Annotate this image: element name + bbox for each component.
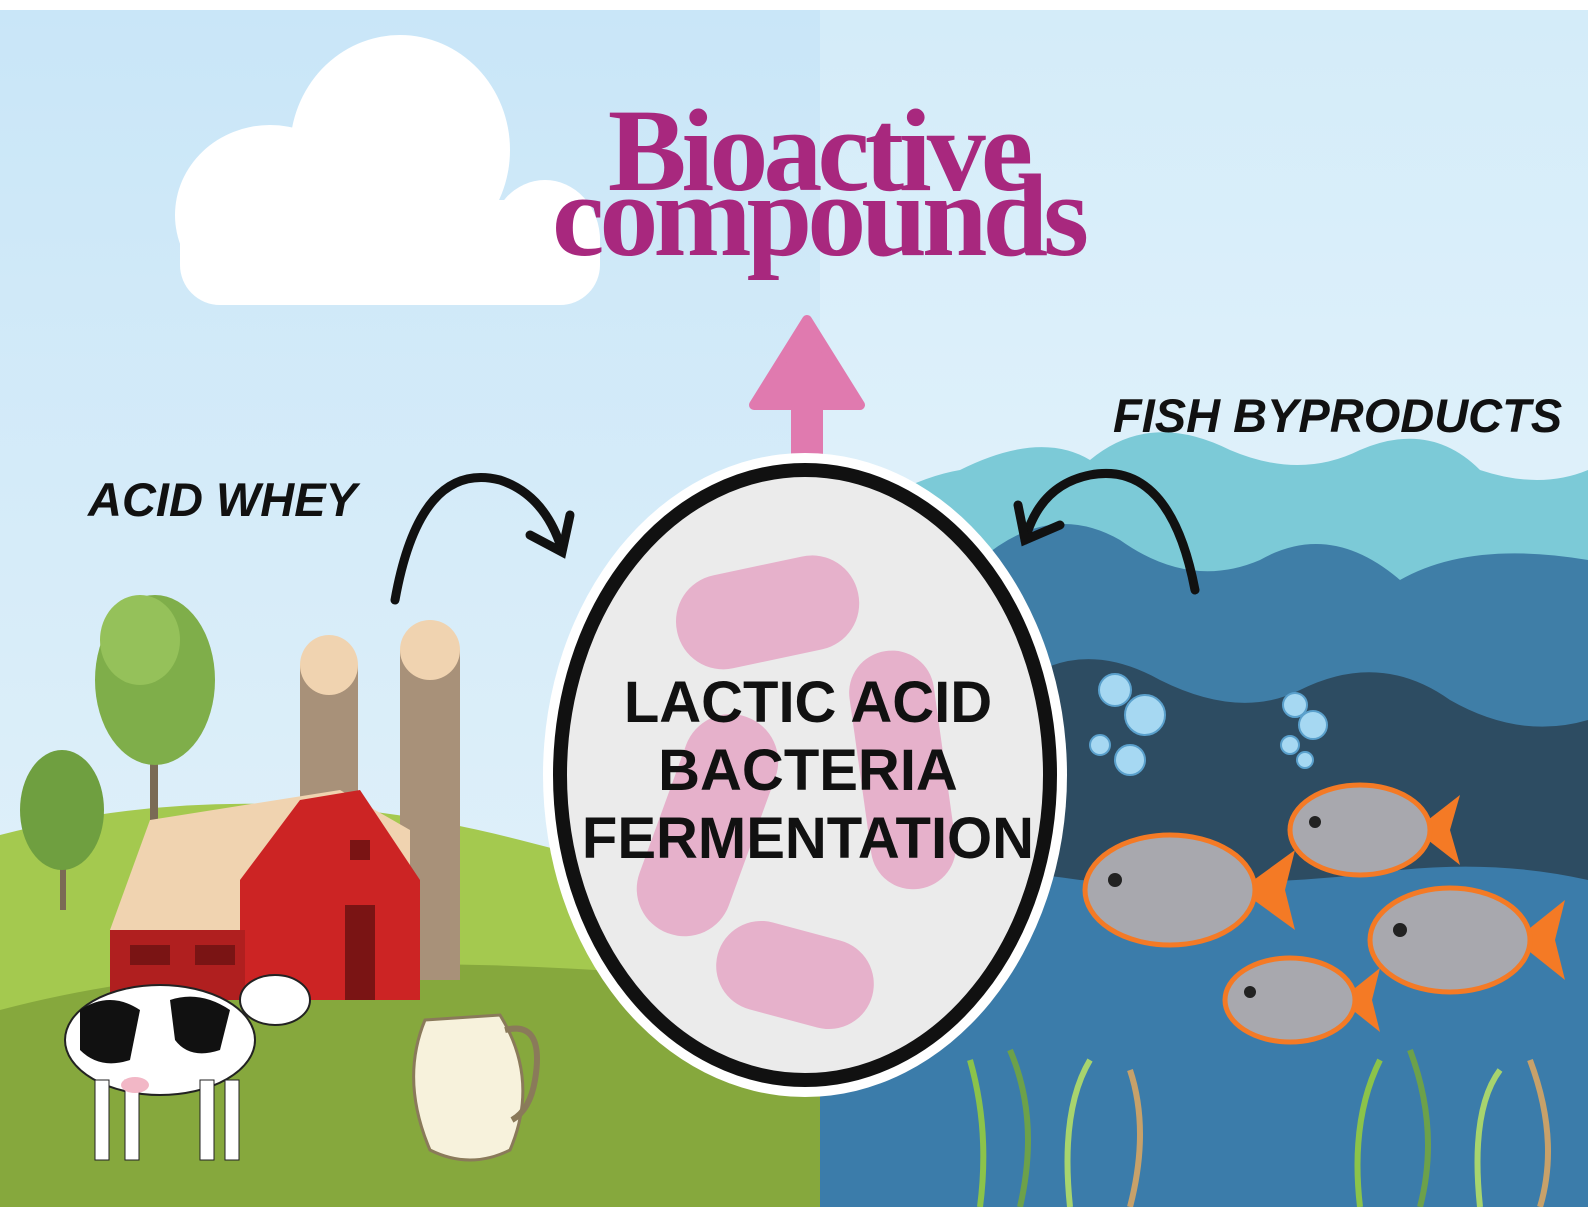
milk-jug-part [414,1015,523,1160]
title-line: compounds [552,150,1087,281]
cow-part [225,1080,239,1160]
trees-part [20,750,104,870]
cow-part [121,1077,149,1093]
trees-part [100,595,180,685]
process-line: BACTERIA [658,738,958,803]
cloud-part [180,200,600,305]
bubbles-part [1281,736,1299,754]
bubbles-part [1299,711,1327,739]
cow-part [95,1080,109,1160]
process-line: FERMENTATION [582,806,1034,871]
silos-part [400,620,460,680]
fish-part-part [1309,816,1321,828]
cow-part [200,1080,214,1160]
bubbles-part [1283,693,1307,717]
bubbles-part [1090,735,1110,755]
process-line: LACTIC ACID [624,670,992,735]
cow-part [240,975,310,1025]
barn-part [350,840,370,860]
silos-part [300,635,358,695]
bubbles-part [1297,752,1313,768]
fish-part-part [1290,785,1430,875]
fish-part-part [1085,835,1255,945]
barn-part [130,945,170,965]
bubbles-part [1125,695,1165,735]
barn-part [195,945,235,965]
fish-part-part [1225,958,1355,1042]
source-label: ACID WHEY [87,473,361,526]
illustration: Bioactive compounds ACID WHEY FISH BYPRO… [0,0,1588,1207]
source-label: FISH BYPRODUCTS [1113,389,1562,442]
bubbles-part [1115,745,1145,775]
fish-part-part [1108,873,1122,887]
barn [110,790,420,1000]
title: Bioactive compounds [552,85,1087,281]
page: Bioactive compounds ACID WHEY FISH BYPRO… [0,0,1588,1207]
fish-part-part [1393,923,1407,937]
cow-part [80,1000,140,1063]
fish-part-part [1370,888,1530,992]
barn-part [345,905,375,1000]
fish-part-part [1244,986,1256,998]
bubbles-part [1099,674,1131,706]
